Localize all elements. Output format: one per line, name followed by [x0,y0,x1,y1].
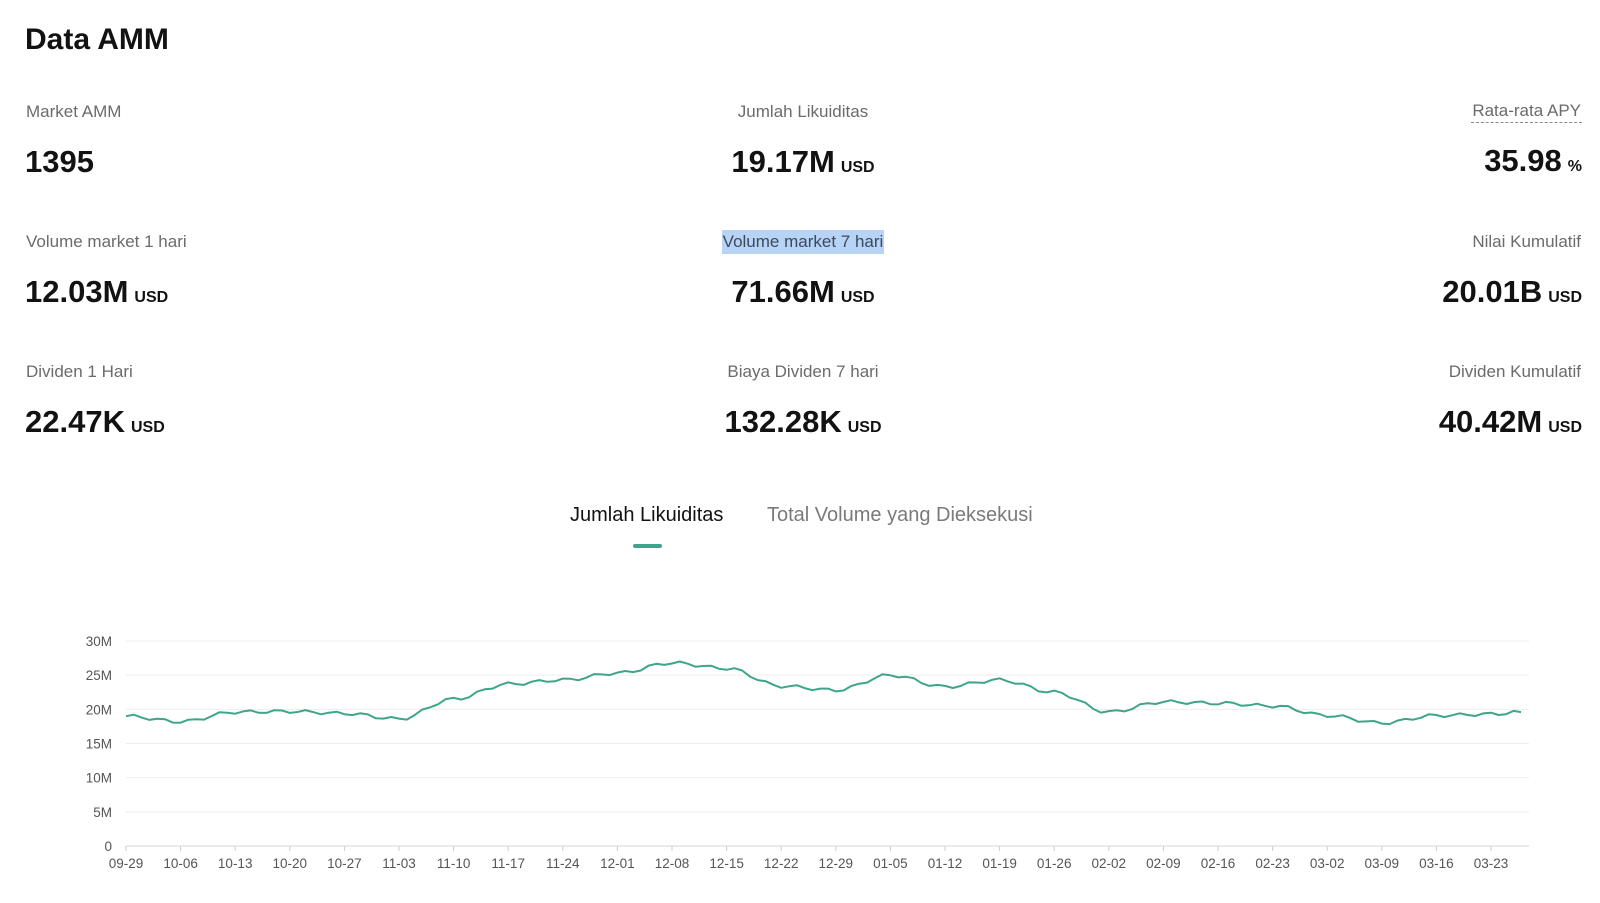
y-tick-label: 30M [86,634,112,649]
chart-tabs: Jumlah Likuiditas Total Volume yang Diek… [0,500,1600,544]
page-title: Data AMM [25,23,169,56]
x-tick-label: 09-29 [109,856,144,871]
stat-value: 19.17M [731,144,835,179]
x-tick-label: 12-29 [819,856,854,871]
series-line [125,660,1522,726]
stat-label: Nilai Kumulatif [1472,232,1581,251]
x-tick-label: 01-26 [1037,856,1072,871]
stat-dividend-fee-7d: Biaya Dividen 7 hari 132.28K USD [553,360,1053,448]
stat-unit: USD [840,289,875,306]
stat-cumulative-value: Nilai Kumulatif 20.01B USD [1082,230,1582,318]
x-tick-label: 10-20 [273,856,308,871]
stat-volume-1d: Volume market 1 hari 12.03M USD [25,230,525,318]
x-tick-label: 11-10 [437,856,471,871]
stat-unit: USD [1548,289,1582,306]
stat-market-amm: Market AMM 1395 [25,100,525,188]
stat-value: 20.01B [1442,274,1543,309]
x-tick-label: 12-01 [600,856,635,871]
stat-label-selected: Volume market 7 hari [721,230,885,254]
stats-grid: Market AMM 1395 Jumlah Likuiditas 19.17M… [25,100,1582,445]
stat-label: Volume market 1 hari [26,232,187,251]
stat-value: 71.66M [731,274,835,309]
stat-average-apy: Rata-rata APY 35.98% [1082,100,1582,187]
x-tick-label: 12-15 [709,856,744,871]
x-tick-label: 03-02 [1310,856,1345,871]
stat-unit: USD [134,289,169,306]
x-tick-label: 11-17 [491,856,525,871]
x-tick-label: 12-08 [655,856,690,871]
stat-total-liquidity: Jumlah Likuiditas 19.17M USD [553,100,1053,188]
x-tick-label: 10-13 [218,856,253,871]
x-tick-label: 01-19 [982,856,1017,871]
x-tick-label: 02-02 [1092,856,1127,871]
y-tick-label: 25M [86,668,112,683]
stat-value: 132.28K [724,404,842,439]
stat-dividend-1d: Dividen 1 Hari 22.47K USD [25,360,525,448]
stat-label: Biaya Dividen 7 hari [727,362,879,381]
y-tick-label: 20M [86,702,112,717]
stat-label: Dividen 1 Hari [26,362,133,381]
active-tab-indicator [633,544,662,548]
x-tick-label: 02-23 [1255,856,1290,871]
stat-value: 40.42M [1438,404,1543,439]
y-tick-label: 5M [93,805,112,820]
tab-total-liquidity[interactable]: Jumlah Likuiditas [570,504,724,526]
x-tick-label: 01-05 [873,856,908,871]
y-tick-label: 0 [104,839,112,854]
stat-value: 35.98 [1484,143,1562,178]
stat-unit: USD [847,419,882,436]
x-tick-label: 12-22 [764,856,799,871]
tab-total-executed-volume[interactable]: Total Volume yang Dieksekusi [767,504,1033,526]
x-tick-label: 02-16 [1201,856,1236,871]
stat-label: Dividen Kumulatif [1448,362,1581,381]
x-tick-label: 02-09 [1146,856,1181,871]
apy-tooltip-trigger[interactable]: Rata-rata APY [1471,100,1582,123]
stat-label: Market AMM [26,102,122,121]
y-tick-label: 15M [86,737,112,752]
stat-unit: USD [1548,419,1582,436]
liquidity-chart: 0 5M 10M 15M 20M 25M 30M 09-29 10-06 10-13 10-20 10… [86,634,1529,871]
stat-unit: USD [130,419,165,436]
x-tick-label: 11-24 [546,856,580,871]
stat-value: 1395 [25,144,94,179]
stat-value: 12.03M [25,274,129,309]
x-tick-label: 10-06 [163,856,198,871]
x-tick-label: 03-09 [1365,856,1400,871]
stat-label: Jumlah Likuiditas [737,102,869,121]
x-tick-label: 11-03 [382,856,416,871]
stat-cumulative-dividend: Dividen Kumulatif 40.42M USD [1082,360,1582,448]
x-tick-label: 10-27 [327,856,362,871]
stat-unit: % [1567,158,1582,175]
stat-value: 22.47K [25,404,125,439]
x-tick-label: 03-23 [1474,856,1509,871]
stat-unit: USD [840,159,875,176]
stat-volume-7d: Volume market 7 hari 71.66M USD [553,230,1053,318]
x-tick-label: 01-12 [928,856,963,871]
y-tick-label: 10M [86,771,112,786]
x-tick-label: 03-16 [1419,856,1454,871]
